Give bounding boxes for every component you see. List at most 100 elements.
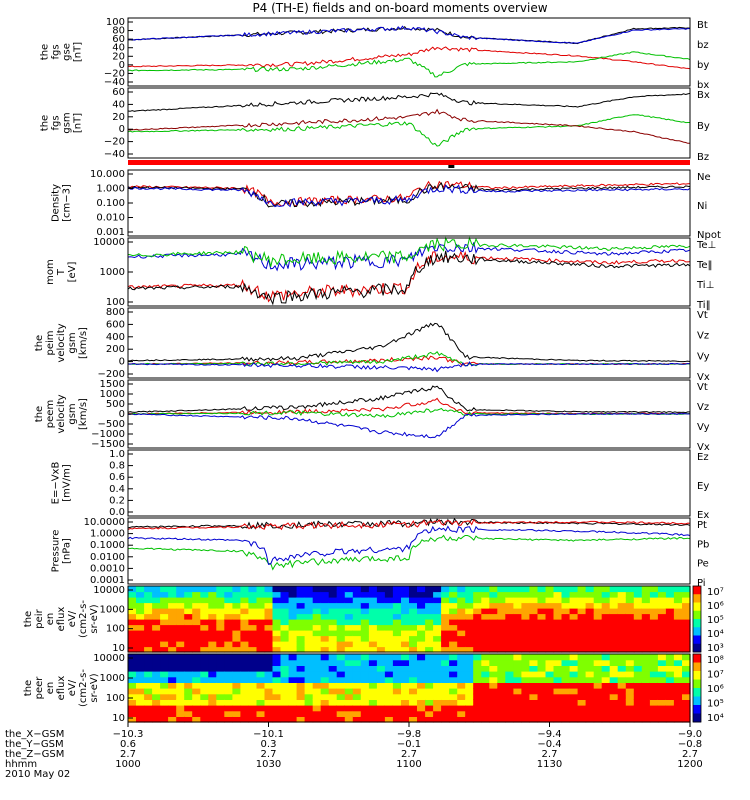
spectrogram-cell — [577, 665, 587, 672]
spectrogram-cell — [248, 613, 257, 620]
spectrogram-cell — [304, 682, 314, 689]
spectrogram-cell — [465, 710, 474, 717]
spectrogram-cell — [312, 608, 322, 615]
spectrogram-cell — [352, 682, 362, 689]
spectrogram-cell — [561, 624, 571, 631]
spectrogram-cell — [296, 630, 306, 637]
spectrogram-cell — [625, 602, 635, 609]
spectrogram-cell — [296, 619, 306, 626]
spectrogram-cell — [312, 688, 322, 695]
spectrogram-cell — [521, 671, 530, 678]
spectrogram-cell — [328, 602, 338, 609]
spectrogram-cell — [384, 665, 394, 672]
spectrogram-cell — [264, 654, 274, 661]
spectrogram-cell — [232, 624, 241, 631]
spectrogram-cell — [561, 699, 571, 706]
spectrogram-cell — [392, 710, 402, 717]
spectrogram-cell — [376, 688, 386, 695]
spectrogram-cell — [224, 624, 233, 631]
spectrogram-cell — [336, 676, 346, 683]
spectrogram-cell — [601, 630, 611, 637]
spectrogram-cell — [216, 602, 225, 609]
spectrogram-cell — [593, 699, 603, 706]
spectrogram-cell — [633, 635, 643, 642]
spectrogram-cell — [280, 624, 290, 631]
spectrogram-cell — [553, 665, 563, 672]
spectrogram-cell — [248, 597, 257, 604]
y-axis-label: Pressure — [51, 530, 62, 573]
spectrogram-cell — [312, 597, 322, 604]
spectrogram-cell — [304, 613, 314, 620]
spectrogram-cell — [248, 705, 257, 712]
y-axis-label: peir — [34, 608, 45, 628]
spectrogram-cell — [176, 624, 185, 631]
spectrogram-cell — [360, 710, 370, 717]
spectrogram-cell — [344, 630, 354, 637]
spectrogram-cell — [176, 688, 185, 695]
spectrogram-cell — [545, 586, 555, 593]
spectrogram-cell — [280, 641, 290, 648]
spectrogram-cell — [272, 624, 282, 631]
spectrogram-cell — [513, 710, 522, 717]
spectrogram-cell — [457, 654, 466, 661]
panel-frame — [127, 585, 691, 653]
y-axis-label: [nT] — [73, 42, 84, 62]
spectrogram-cell — [649, 665, 659, 672]
spectrogram-cell — [425, 676, 434, 683]
spectrogram-cell — [513, 682, 522, 689]
spectrogram-cell — [673, 630, 683, 637]
spectrogram-cell — [296, 682, 306, 689]
spectrogram-cell — [128, 602, 137, 609]
panel-frame — [127, 517, 691, 585]
spectrogram-cell — [497, 671, 506, 678]
spectrogram-cell — [489, 586, 498, 593]
spectrogram-cell — [384, 613, 394, 620]
spectrogram-cell — [601, 693, 611, 700]
spectrogram-cell — [248, 586, 257, 593]
spectrogram-cell — [376, 602, 386, 609]
spectrogram-cell — [665, 682, 675, 689]
spectrogram-cell — [441, 597, 450, 604]
spectrogram-cell — [561, 608, 571, 615]
y-tick-label: 1000 — [100, 604, 125, 615]
spectrogram-cell — [304, 630, 314, 637]
series-line-Vt — [128, 322, 691, 363]
spectrogram-cell — [513, 602, 522, 609]
colorbar-tick-label: 10⁷ — [707, 587, 724, 598]
spectrogram-cell — [457, 613, 466, 620]
y-axis-label: peim — [45, 330, 56, 355]
spectrogram-cell — [152, 597, 161, 604]
spectrogram-cell — [569, 693, 579, 700]
spectrogram-cell — [352, 602, 362, 609]
spectrogram-cell — [529, 630, 538, 637]
y-tick-label: 80 — [112, 26, 125, 37]
spectrogram-cell — [441, 716, 450, 723]
spectrogram-cell — [184, 619, 193, 626]
spectrogram-cell — [457, 646, 466, 653]
spectrogram-cell — [376, 716, 386, 723]
spectrogram-cell — [296, 705, 306, 712]
spectrogram-cell — [465, 597, 474, 604]
spectrogram-cell — [641, 624, 651, 631]
spectrogram-cell — [144, 586, 153, 593]
spectrogram-cell — [441, 699, 450, 706]
spectrogram-cell — [344, 619, 354, 626]
spectrogram-cell — [473, 635, 482, 642]
spectrogram-cell — [208, 613, 217, 620]
spectrogram-cell — [264, 699, 274, 706]
spectrogram-cell — [304, 586, 314, 593]
y-axis-label: sr-eV) — [89, 604, 100, 633]
spectrogram-cell — [224, 591, 233, 598]
spectrogram-cell — [521, 630, 530, 637]
spectrogram-cell — [352, 693, 362, 700]
spectrogram-cell — [216, 586, 225, 593]
spectrogram-cell — [609, 710, 619, 717]
spectrogram-cell — [168, 597, 177, 604]
spectrogram-cell — [136, 705, 145, 712]
spectrogram-cell — [553, 613, 563, 620]
spectrogram-cell — [152, 705, 161, 712]
spectrogram-cell — [368, 608, 378, 615]
spectrogram-cell — [264, 602, 274, 609]
spectrogram-cell — [264, 586, 274, 593]
spectrogram-cell — [352, 671, 362, 678]
